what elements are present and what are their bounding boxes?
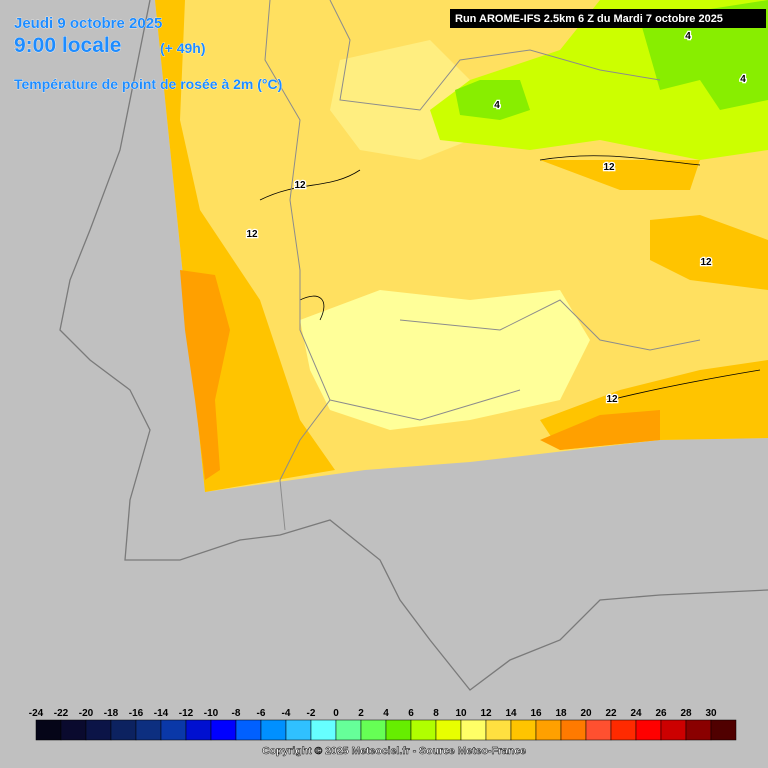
legend-label: -10	[204, 708, 219, 719]
field-pale	[300, 290, 590, 430]
field-orange-ne	[540, 160, 700, 190]
coastline	[59, 0, 768, 691]
legend-swatch	[485, 719, 512, 741]
legend-label: 20	[580, 708, 592, 719]
border	[264, 0, 331, 531]
legend-swatch	[60, 719, 87, 741]
contour-label: 12	[700, 257, 712, 268]
legend-swatch	[360, 719, 387, 741]
contour-label: 12	[606, 394, 618, 405]
legend-label: 12	[480, 708, 492, 719]
legend-swatch	[310, 719, 337, 741]
legend-label: 24	[630, 708, 642, 719]
time: 9:00 locale	[14, 34, 121, 57]
legend-label: 26	[655, 708, 667, 719]
field-dark-orange	[180, 270, 230, 480]
legend-label: 16	[530, 708, 542, 719]
legend-swatch	[685, 719, 712, 741]
legend-label: -16	[129, 708, 144, 719]
contour-label: 12	[294, 180, 306, 191]
contour-label: 4	[685, 31, 691, 42]
contour-label: 4	[494, 100, 500, 111]
date: Jeudi 9 octobre 2025	[14, 15, 162, 32]
contour-labels: 4 4 4 12 12 12 12 12	[245, 30, 747, 407]
legend-swatch	[460, 719, 487, 741]
legend-swatch	[335, 719, 362, 741]
legend-swatch	[85, 719, 112, 741]
legend-label: -12	[179, 708, 194, 719]
run: Run AROME-IFS 2.5km 6 Z du Mardi 7 octob…	[455, 13, 723, 25]
legend-label: -6	[257, 708, 266, 719]
region-border	[329, 0, 701, 421]
legend-swatch	[610, 719, 637, 741]
legend-label: -24	[29, 708, 44, 719]
legend-label: -18	[104, 708, 119, 719]
legend-label: 0	[333, 708, 339, 719]
legend-label: -8	[232, 708, 241, 719]
legend-swatch	[585, 719, 612, 741]
legend: -24 -22 -20 -18 -16 -14 -12 -10 -8 -6 -4 -2 0 2 4 6 8 10 1…	[29, 708, 737, 741]
legend-swatch	[285, 719, 312, 741]
legend-label: 18	[555, 708, 567, 719]
field-dark-orange-se	[540, 410, 660, 450]
parameter: Température de point de rosée à 2m (°C)	[14, 76, 282, 92]
legend-label: -20	[79, 708, 94, 719]
legend-swatch	[185, 719, 212, 741]
copyright: Copyright © 2025 Meteociel.fr - Source M…	[262, 745, 526, 757]
legend-swatch	[660, 719, 687, 741]
lead: (+ 49h)	[160, 40, 206, 56]
run-box	[450, 9, 766, 28]
legend-swatch	[535, 719, 562, 741]
legend-swatch	[210, 719, 237, 741]
legend-swatch	[710, 719, 737, 741]
legend-label: 30	[705, 708, 717, 719]
legend-label: 28	[680, 708, 692, 719]
legend-label: 22	[605, 708, 617, 719]
legend-swatch	[160, 719, 187, 741]
legend-swatch	[510, 719, 537, 741]
legend-swatch	[410, 719, 437, 741]
legend-label: 2	[358, 708, 364, 719]
legend-swatch	[235, 719, 262, 741]
legend-label: 8	[433, 708, 439, 719]
legend-swatch	[35, 719, 62, 741]
field-orange-east	[650, 215, 768, 290]
legend-label: -22	[54, 708, 69, 719]
field-green-patch	[455, 80, 530, 120]
legend-swatch	[560, 719, 587, 741]
legend-label: 14	[505, 708, 517, 719]
legend-label: 10	[455, 708, 467, 719]
legend-swatch	[385, 719, 412, 741]
contour-label: 12	[246, 229, 258, 240]
legend-swatch	[435, 719, 462, 741]
legend-swatch	[260, 719, 287, 741]
legend-label: -14	[154, 708, 169, 719]
legend-swatch	[135, 719, 162, 741]
legend-swatch	[110, 719, 137, 741]
legend-label: 6	[408, 708, 414, 719]
legend-label: -4	[282, 708, 291, 719]
contour-label: 4	[740, 74, 746, 85]
legend-swatch	[635, 719, 662, 741]
contour-label: 12	[603, 162, 615, 173]
isoline	[259, 155, 761, 401]
field	[155, 0, 768, 492]
legend-label: 4	[383, 708, 389, 719]
legend-label: -2	[307, 708, 316, 719]
